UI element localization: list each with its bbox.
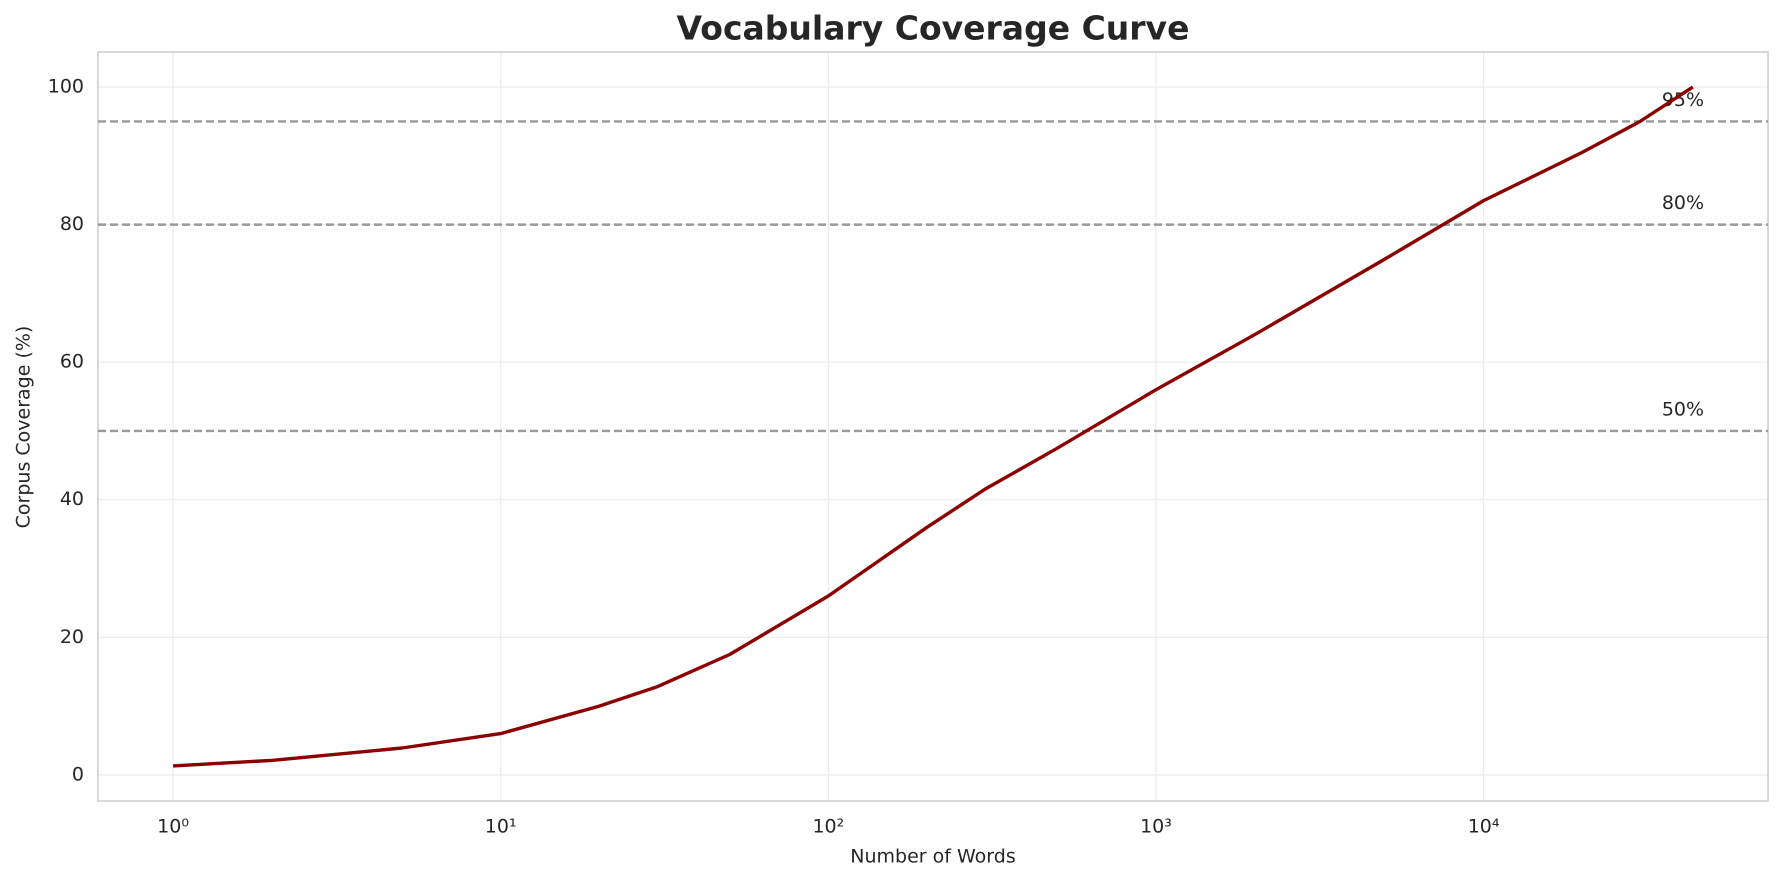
y-tick-label: 80 [60,213,84,235]
plot-frame [97,51,1769,802]
reference-label: 80% [1662,192,1704,214]
y-tick-label: 60 [60,351,84,373]
y-tick-label: 0 [72,763,84,785]
y-tick-label: 20 [60,626,84,648]
x-tick-label: 10³ [1140,816,1172,838]
coverage-line [173,85,1694,768]
x-tick-label: 10² [812,816,844,838]
x-tick-label: 10¹ [485,816,517,838]
y-tick-label: 40 [60,488,84,510]
reference-label: 95% [1662,89,1704,111]
y-axis-label: Corpus Coverage (%) [13,326,35,529]
reference-label: 50% [1662,398,1704,420]
x-axis-label: Number of Words [850,846,1015,868]
y-tick-label: 100 [48,76,84,98]
x-tick-label: 10⁰ [157,816,189,838]
x-tick-label: 10⁴ [1468,816,1500,838]
chart-title: Vocabulary Coverage Curve [677,9,1190,48]
